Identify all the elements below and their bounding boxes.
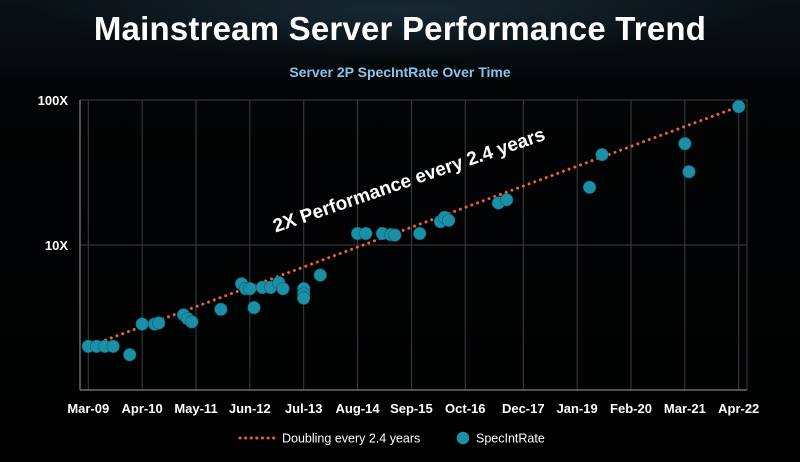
trend-line-layer — [86, 105, 741, 348]
axes — [79, 100, 747, 391]
y-tick-labels: 10X 100X — [38, 93, 69, 253]
data-point — [595, 148, 609, 162]
data-point — [500, 193, 514, 207]
legend: Doubling every 2.4 years SpecIntRate — [238, 431, 545, 446]
x-tick-label: May-11 — [174, 401, 217, 416]
y-tick-label: 100X — [38, 93, 69, 108]
x-tick-label: Sep-15 — [390, 401, 433, 416]
data-point — [678, 137, 692, 151]
x-tick-label: Jan-19 — [557, 401, 598, 416]
x-tick-label: Apr-22 — [718, 401, 759, 416]
x-tick-label: Dec-17 — [502, 401, 545, 416]
legend-label-trend: Doubling every 2.4 years — [282, 432, 420, 446]
x-tick-label: Oct-16 — [445, 401, 485, 416]
x-tick-label: Apr-10 — [122, 401, 163, 416]
x-tick-label: Aug-14 — [336, 401, 381, 416]
data-point — [582, 180, 597, 194]
data-point — [152, 316, 166, 330]
x-tick-label: Mar-09 — [67, 401, 109, 416]
y-tick-label: 10X — [45, 238, 68, 253]
trend-line — [86, 105, 741, 348]
annotations: 2X Performance every 2.4 years — [270, 124, 548, 237]
x-tick-label: Feb-20 — [610, 401, 652, 416]
legend-label-specintrate: SpecIntRate — [476, 432, 545, 446]
data-point — [243, 282, 257, 296]
scatter-points — [81, 100, 746, 362]
data-point — [106, 339, 120, 353]
x-tick-label: Mar-21 — [664, 401, 706, 416]
data-point — [135, 317, 149, 331]
x-tick-label: Jul-13 — [285, 401, 323, 416]
data-point — [297, 291, 311, 305]
data-point — [276, 282, 290, 296]
trend-annotation: 2X Performance every 2.4 years — [270, 124, 548, 237]
data-point — [388, 228, 402, 242]
data-point — [214, 302, 228, 316]
legend-swatch-specintrate — [456, 431, 470, 445]
data-point — [413, 226, 427, 241]
x-tick-labels: Mar-09 Apr-10 May-11 Jun-12 Jul-13 Aug-14 Sep-… — [67, 401, 759, 416]
data-point — [123, 348, 137, 362]
data-point — [313, 268, 327, 282]
data-point — [359, 226, 373, 241]
page-title: Mainstream Server Performance Trend — [93, 10, 707, 47]
data-point — [732, 100, 746, 114]
data-point — [442, 213, 456, 227]
chart-title: Server 2P SpecIntRate Over Time — [289, 64, 511, 80]
gridlines — [80, 99, 748, 390]
data-point — [682, 165, 696, 179]
x-tick-label: Jun-12 — [229, 401, 271, 416]
data-point — [185, 315, 199, 329]
data-point — [247, 301, 261, 315]
